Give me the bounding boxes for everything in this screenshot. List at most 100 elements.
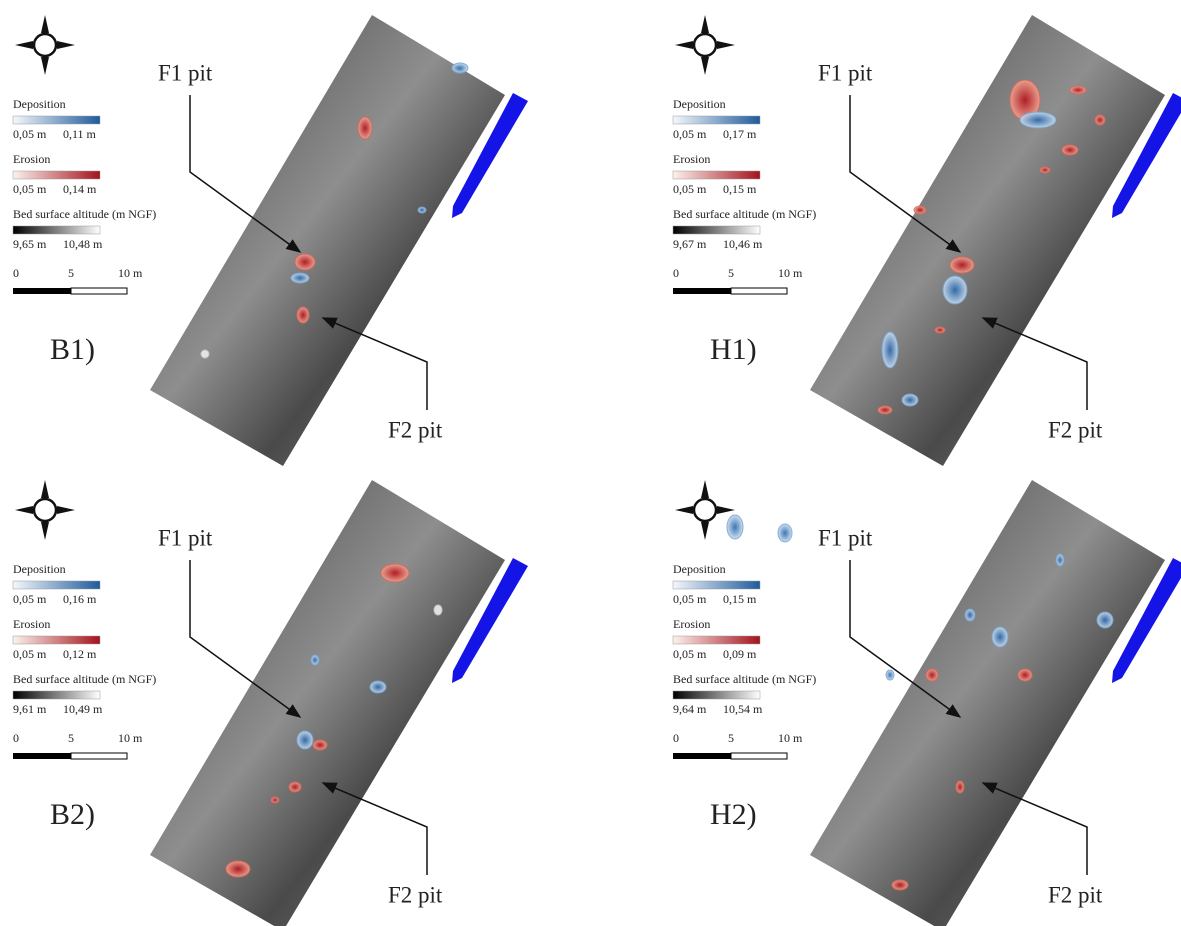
legend-ramp bbox=[13, 171, 100, 179]
legend-ramp bbox=[673, 226, 760, 234]
scale-label: 0 bbox=[13, 731, 19, 745]
legend-max: 0,17 m bbox=[723, 127, 757, 141]
legend-title: Bed surface altitude (m NGF) bbox=[13, 207, 156, 221]
change-patch bbox=[778, 524, 792, 542]
scale-label: 10 m bbox=[778, 266, 803, 280]
legend-max: 0,16 m bbox=[63, 592, 97, 606]
legend-title: Deposition bbox=[13, 562, 66, 576]
legend-ramp bbox=[673, 116, 760, 124]
pit-label: F1 pit bbox=[158, 525, 213, 550]
change-patch bbox=[370, 681, 386, 693]
scale-bar-white bbox=[71, 288, 127, 294]
change-patch bbox=[311, 655, 319, 665]
change-patch bbox=[226, 861, 250, 877]
change-patch bbox=[878, 406, 892, 414]
compass-ring bbox=[34, 499, 56, 521]
legend-title: Erosion bbox=[673, 152, 710, 166]
change-patch bbox=[1056, 554, 1064, 566]
change-patch bbox=[892, 880, 908, 890]
north-arrow bbox=[15, 15, 75, 75]
map-panel: Deposition0,05 m0,15 mErosion0,05 m0,09 … bbox=[673, 480, 1181, 926]
scale-label: 5 bbox=[68, 266, 74, 280]
legend-min: 0,05 m bbox=[673, 647, 707, 661]
change-patch bbox=[434, 605, 442, 615]
change-patch bbox=[1040, 167, 1050, 173]
pit-label: F2 pit bbox=[1048, 417, 1103, 442]
panel-label: H1) bbox=[710, 333, 757, 366]
legend-title: Bed surface altitude (m NGF) bbox=[673, 207, 816, 221]
scale-bar-black bbox=[673, 753, 731, 759]
change-patch bbox=[943, 276, 967, 304]
legend-max: 10,49 m bbox=[63, 702, 103, 716]
change-patch bbox=[1020, 112, 1056, 128]
legend-max: 0,15 m bbox=[723, 182, 757, 196]
scale-label: 10 m bbox=[118, 731, 143, 745]
change-patch bbox=[358, 117, 372, 139]
pit-label: F1 pit bbox=[818, 525, 873, 550]
legend-ramp bbox=[13, 581, 100, 589]
scale-label: 5 bbox=[728, 266, 734, 280]
legend-title: Deposition bbox=[13, 97, 66, 111]
legend-min: 9,67 m bbox=[673, 237, 707, 251]
change-patch bbox=[935, 327, 945, 333]
pit-label: F2 pit bbox=[388, 882, 443, 907]
north-arrow bbox=[15, 480, 75, 540]
change-patch bbox=[291, 273, 309, 283]
north-arrow bbox=[675, 15, 735, 75]
legend-min: 0,05 m bbox=[13, 592, 47, 606]
change-patch bbox=[381, 564, 409, 582]
compass-ring bbox=[34, 34, 56, 56]
scale-bar-black bbox=[673, 288, 731, 294]
legend-max: 0,15 m bbox=[723, 592, 757, 606]
change-patch bbox=[926, 669, 938, 681]
legend-max: 0,11 m bbox=[63, 127, 97, 141]
legend-ramp bbox=[673, 691, 760, 699]
change-patch bbox=[297, 307, 309, 323]
change-patch bbox=[1018, 669, 1032, 681]
legend-max: 0,09 m bbox=[723, 647, 757, 661]
legend-title: Erosion bbox=[13, 152, 50, 166]
compass-ring bbox=[694, 34, 716, 56]
change-patch bbox=[956, 781, 964, 793]
legend-max: 0,14 m bbox=[63, 182, 97, 196]
change-patch bbox=[201, 350, 209, 358]
legend-min: 0,05 m bbox=[673, 182, 707, 196]
pit-label: F1 pit bbox=[158, 60, 213, 85]
change-patch bbox=[882, 332, 898, 368]
panel-label: B2) bbox=[50, 798, 95, 831]
scale-bar-white bbox=[71, 753, 127, 759]
change-patch bbox=[902, 394, 918, 406]
panel-label: H2) bbox=[710, 798, 757, 831]
legend-ramp bbox=[13, 116, 100, 124]
change-patch bbox=[950, 257, 974, 273]
change-patch bbox=[992, 627, 1008, 647]
legend-title: Erosion bbox=[673, 617, 710, 631]
scale-bar-white bbox=[731, 753, 787, 759]
legend-ramp bbox=[673, 581, 760, 589]
legend-ramp bbox=[13, 691, 100, 699]
scale-label: 0 bbox=[673, 266, 679, 280]
scale-label: 0 bbox=[13, 266, 19, 280]
legend-max: 10,46 m bbox=[723, 237, 763, 251]
scale-label: 10 m bbox=[118, 266, 143, 280]
change-patch bbox=[1062, 145, 1078, 155]
legend-title: Deposition bbox=[673, 97, 726, 111]
legend-ramp bbox=[13, 636, 100, 644]
pit-label: F2 pit bbox=[388, 417, 443, 442]
panel-label: B1) bbox=[50, 333, 95, 366]
legend-title: Deposition bbox=[673, 562, 726, 576]
scale-label: 5 bbox=[68, 731, 74, 745]
legend-max: 0,12 m bbox=[63, 647, 97, 661]
change-patch bbox=[1070, 86, 1086, 94]
legend-min: 0,05 m bbox=[13, 182, 47, 196]
change-patch bbox=[313, 740, 327, 750]
legend-ramp bbox=[13, 226, 100, 234]
legend-min: 9,64 m bbox=[673, 702, 707, 716]
change-patch bbox=[914, 206, 926, 214]
legend-title: Erosion bbox=[13, 617, 50, 631]
scale-label: 5 bbox=[728, 731, 734, 745]
change-patch bbox=[452, 63, 468, 73]
legend-ramp bbox=[673, 171, 760, 179]
